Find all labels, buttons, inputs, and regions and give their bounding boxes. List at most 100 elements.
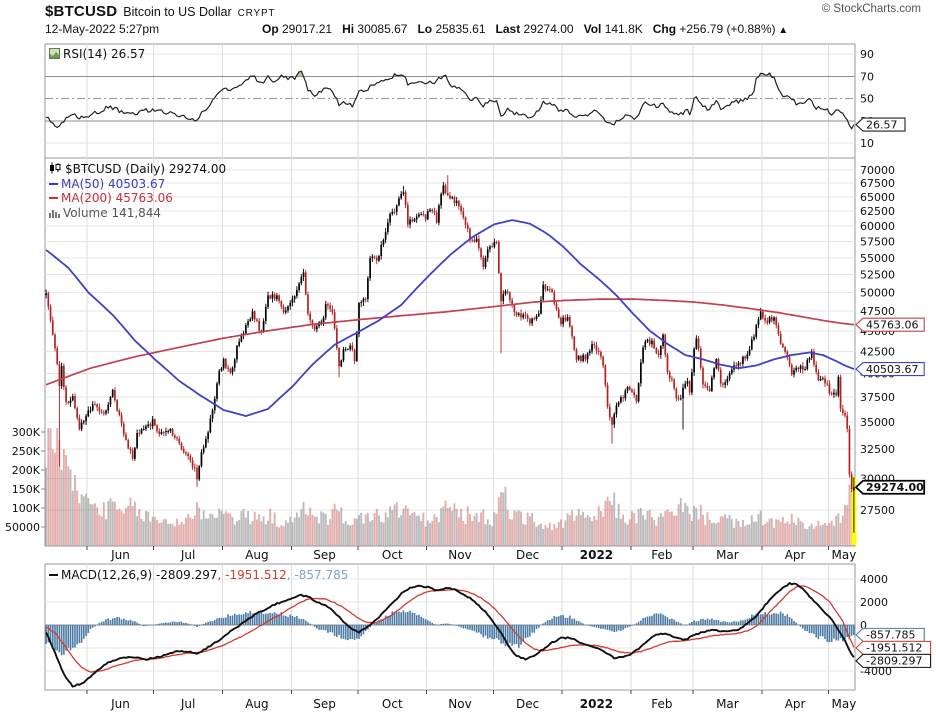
volume-bar bbox=[45, 467, 48, 546]
candle-body bbox=[651, 340, 653, 345]
macd-hist-bar bbox=[546, 620, 549, 625]
volume-bar bbox=[839, 522, 842, 546]
macd-hist-bar bbox=[316, 625, 318, 629]
volume-bar bbox=[426, 520, 429, 546]
macd-hist-bar bbox=[839, 625, 842, 639]
macd-hist-bar bbox=[209, 621, 212, 625]
volume-bar bbox=[204, 518, 207, 546]
volume-bar bbox=[282, 526, 285, 546]
volume-bar bbox=[457, 517, 460, 546]
volume-bar bbox=[244, 517, 247, 546]
macd-hist-bar bbox=[513, 625, 516, 645]
macd-hist-bar bbox=[846, 625, 849, 638]
macd-hist-bar bbox=[67, 625, 70, 648]
macd-hist-bar bbox=[422, 618, 425, 625]
volume-bar bbox=[431, 520, 434, 546]
macd-hist-bar bbox=[460, 625, 462, 628]
volume-legend-label: Volume 141,844 bbox=[63, 205, 162, 220]
volume-bar bbox=[806, 529, 809, 546]
volume-axis-label: 200K bbox=[12, 464, 41, 477]
candle-body bbox=[484, 257, 487, 267]
candle-body bbox=[841, 408, 844, 413]
volume-bar bbox=[165, 519, 167, 546]
volume-bar bbox=[300, 509, 303, 546]
macd-hist-bar bbox=[311, 625, 314, 626]
month-label: Nov bbox=[448, 697, 471, 711]
macd-hist-bar bbox=[229, 615, 232, 625]
macd-hist-bar bbox=[615, 625, 618, 632]
macd-hist-bar bbox=[56, 625, 59, 651]
candle-body bbox=[187, 453, 189, 457]
candle-body bbox=[702, 367, 704, 385]
candle-body bbox=[344, 349, 347, 351]
volume-bar bbox=[80, 494, 83, 546]
candle-body bbox=[597, 350, 600, 353]
macd-hist-bar bbox=[837, 625, 840, 641]
volume-bar bbox=[615, 517, 618, 546]
volume-bar bbox=[477, 522, 480, 546]
volume-bar bbox=[229, 513, 232, 546]
volume-bar bbox=[553, 523, 556, 546]
macd-hist-bar bbox=[167, 622, 169, 625]
volume-bar bbox=[775, 519, 778, 546]
candle-body bbox=[695, 338, 698, 349]
candle-body bbox=[200, 452, 203, 467]
candle-body bbox=[229, 368, 232, 373]
volume-bar bbox=[320, 511, 323, 546]
candle-body bbox=[231, 367, 234, 373]
candle-body bbox=[531, 318, 533, 324]
volume-bar bbox=[464, 524, 467, 546]
macd-hist-bar bbox=[267, 613, 269, 625]
candle-body bbox=[296, 290, 298, 297]
candle-body bbox=[804, 369, 806, 370]
candle-body bbox=[173, 435, 176, 438]
price-axis-label: 52500 bbox=[860, 269, 895, 282]
volume-bar bbox=[378, 515, 380, 546]
volume-bar bbox=[599, 511, 602, 546]
volume-bar bbox=[726, 518, 729, 546]
candle-body bbox=[207, 432, 209, 439]
candle-body bbox=[251, 311, 254, 320]
volume-bar bbox=[455, 509, 458, 546]
macd-hist-bar bbox=[644, 617, 647, 625]
volume-bar bbox=[278, 527, 281, 546]
candle-body bbox=[258, 320, 261, 331]
macd-hist-bar bbox=[200, 624, 203, 626]
volume-bar bbox=[404, 505, 407, 546]
volume-bar bbox=[413, 511, 416, 546]
candle-body bbox=[298, 283, 300, 291]
quote-summary-row: 12-May-2022 5:27pm Op 29017.21 Hi 30085.6… bbox=[45, 22, 931, 39]
volume-bar bbox=[76, 490, 79, 546]
macd-hist-bar bbox=[327, 625, 329, 633]
volume-bar bbox=[841, 515, 844, 546]
candle-body bbox=[746, 354, 749, 359]
volume-bar bbox=[595, 519, 598, 546]
macd-hist-bar bbox=[693, 620, 695, 625]
volume-bar bbox=[764, 523, 767, 546]
volume-bar bbox=[56, 428, 59, 546]
candle-body bbox=[58, 364, 61, 387]
candle-body bbox=[98, 407, 101, 412]
volume-bar bbox=[593, 516, 596, 546]
candle-body bbox=[739, 362, 742, 364]
volume-bar bbox=[240, 511, 243, 546]
macd-hist-bar bbox=[389, 615, 391, 625]
volume-bar bbox=[224, 511, 227, 546]
volume-bar bbox=[577, 509, 580, 546]
macd-hist-bar bbox=[391, 611, 394, 625]
volume-axis-label: 100K bbox=[12, 502, 41, 515]
candle-body bbox=[691, 372, 693, 393]
candle-body bbox=[482, 257, 485, 267]
candle-body bbox=[728, 373, 731, 379]
candle-body bbox=[342, 349, 345, 361]
candle-body bbox=[355, 333, 358, 361]
volume-bar bbox=[469, 514, 471, 546]
volume-bar bbox=[571, 510, 573, 546]
month-label: Mar bbox=[716, 548, 739, 562]
volume-bar bbox=[189, 517, 192, 546]
volume-bar bbox=[573, 520, 576, 546]
macd-hist-bar bbox=[49, 625, 52, 644]
volume-bar bbox=[100, 516, 103, 546]
candle-body bbox=[80, 422, 83, 430]
macd-hist-bar bbox=[688, 623, 691, 625]
